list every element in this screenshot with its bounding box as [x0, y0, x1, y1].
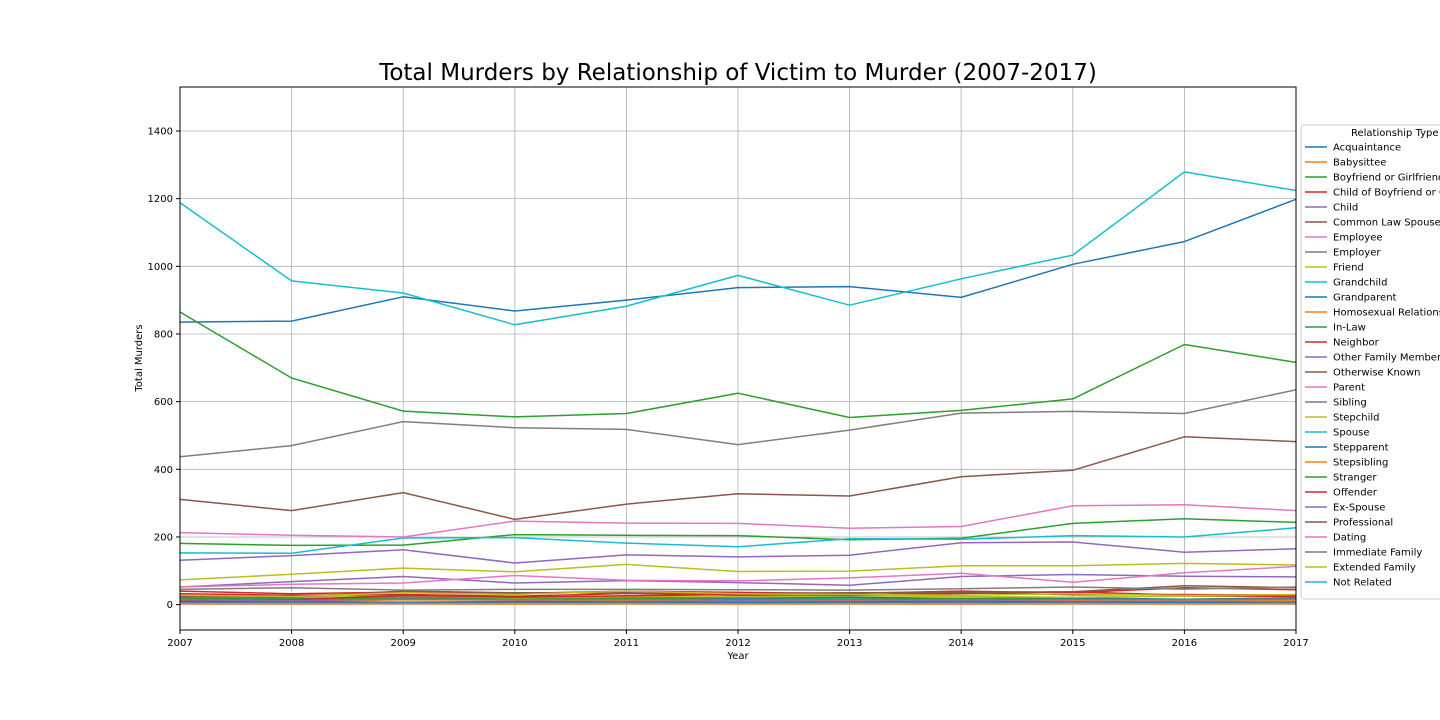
legend-entry: Extended Family [1333, 563, 1416, 574]
legend-entry: Friend [1333, 263, 1364, 274]
legend-entry: Grandparent [1333, 293, 1397, 304]
series-line-child [179, 541, 1297, 564]
x-tick-label: 2010 [502, 638, 527, 649]
x-tick-label: 2017 [1283, 638, 1308, 649]
legend-entry: Acquaintance [1333, 143, 1401, 154]
legend-entry: Babysittee [1333, 158, 1386, 169]
legend-entry: Not Related [1333, 578, 1392, 589]
series-line-boyfriend-or-girlfriend [179, 517, 1297, 547]
series-line-not-related [179, 171, 1297, 326]
legend: Relationship Type Acquaintance Babysittee B… [1300, 124, 1440, 600]
series-line-acquaintance [179, 198, 1297, 323]
y-tick-label: 400 [154, 465, 173, 476]
chart-title: Total Murders by Relationship of Victim … [378, 60, 1097, 86]
legend-entry: Stepsibling [1333, 458, 1388, 469]
legend-entry: Stepchild [1333, 413, 1380, 424]
y-tick-label: 600 [154, 397, 173, 408]
legend-entry: Grandchild [1333, 278, 1387, 289]
legend-entry: Employer [1333, 248, 1381, 259]
legend-entry: Stepparent [1333, 443, 1389, 454]
y-axis-label: Total Murders [134, 324, 145, 392]
series-line-immediate-family [179, 586, 1297, 591]
legend-entry: Ex-Spouse [1333, 503, 1385, 514]
series-line-friend [179, 562, 1297, 581]
legend-entry: Child [1333, 203, 1358, 214]
legend-title: Relationship Type [1351, 128, 1439, 139]
y-tick-label: 800 [154, 329, 173, 340]
legend-entry: Parent [1333, 383, 1365, 394]
series-line-sibling [179, 389, 1297, 458]
legend-entry: Spouse [1333, 428, 1370, 439]
x-tick-label: 2007 [167, 638, 192, 649]
series-line-parent [179, 565, 1297, 588]
series-line-otherwise-known [179, 436, 1297, 521]
y-tick-label: 1400 [148, 126, 173, 137]
legend-entry: Offender [1333, 488, 1378, 499]
legend-entry: Boyfriend or Girlfriend [1333, 173, 1440, 184]
series-line-ex-spouse [179, 598, 1297, 602]
series-line-spouse [179, 527, 1297, 554]
legend-entry: Common Law Spouse [1333, 218, 1440, 229]
legend-entry: Sibling [1333, 398, 1367, 409]
series-line-dating [179, 504, 1297, 538]
legend-entry: Professional [1333, 518, 1393, 529]
legend-entry: Dating [1333, 533, 1366, 544]
x-tick-label: 2013 [837, 638, 862, 649]
legend-entry: Neighbor [1333, 338, 1380, 349]
legend-entry: Employee [1333, 233, 1383, 244]
legend-entry: Stranger [1333, 473, 1377, 484]
series-line-extended-family [179, 590, 1297, 598]
x-tick-label: 2008 [279, 638, 304, 649]
legend-entry: Otherwise Known [1333, 368, 1420, 379]
legend-entry: Child of Boyfriend or Girlfriend [1333, 188, 1440, 199]
series-line-stepparent [179, 600, 1297, 604]
legend-box [1300, 124, 1440, 600]
x-tick-label: 2015 [1060, 638, 1085, 649]
legend-entry: In-Law [1333, 323, 1366, 334]
x-tick-label: 2016 [1172, 638, 1197, 649]
legend-entry: Homosexual Relationship [1333, 308, 1440, 319]
series-line-stranger [179, 311, 1297, 419]
x-tick-label: 2014 [948, 638, 973, 649]
legend-entry: Other Family Member [1333, 353, 1440, 364]
x-tick-label: 2009 [390, 638, 415, 649]
y-tick-label: 1200 [148, 194, 173, 205]
y-tick-label: 0 [167, 600, 173, 611]
x-axis-label: Year [726, 651, 749, 662]
y-tick-label: 1000 [148, 262, 173, 273]
y-tick-label: 200 [154, 532, 173, 543]
legend-entry: Immediate Family [1333, 548, 1422, 559]
x-tick-label: 2012 [725, 638, 750, 649]
series-line-other-family-member [179, 573, 1297, 588]
x-tick-label: 2011 [614, 638, 639, 649]
plot-area: 2007 2008 2009 2010 2011 2012 2013 2014 2015 2016… [148, 86, 1309, 649]
